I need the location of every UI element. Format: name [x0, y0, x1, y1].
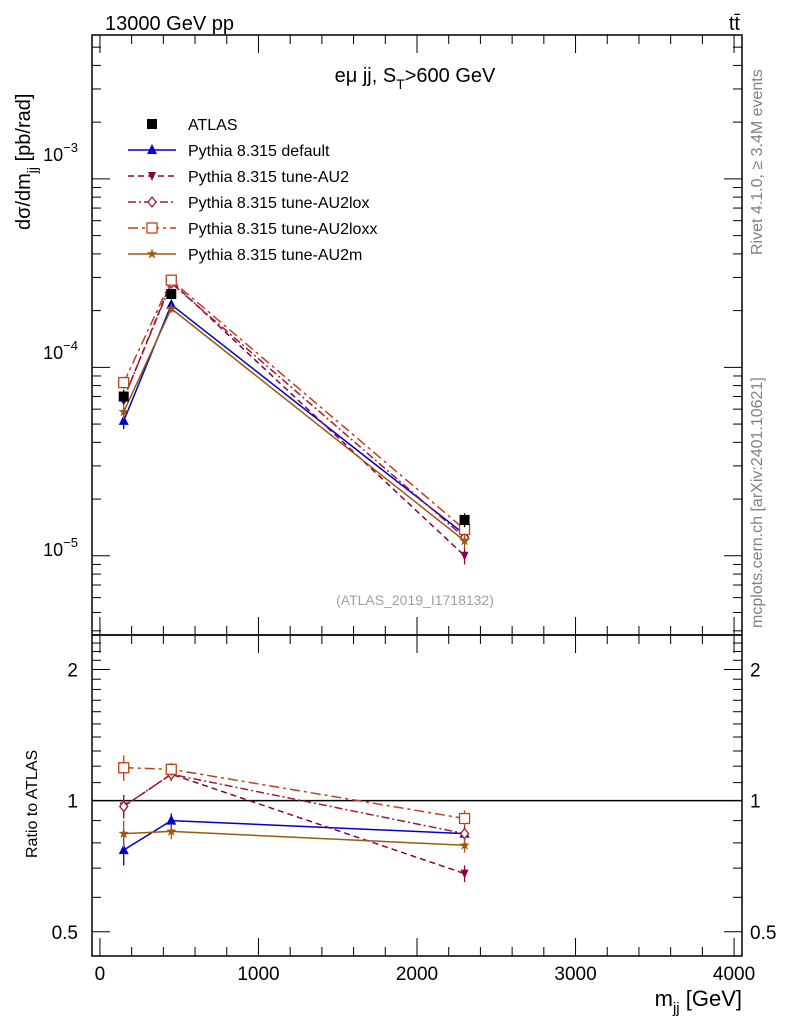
legend-marker-atlas — [147, 119, 157, 129]
legend-marker-au2m — [146, 248, 158, 259]
legend-label-au2: Pythia 8.315 tune-AU2 — [188, 169, 349, 186]
y-tick-label-1e-3: 10−3 — [43, 140, 78, 165]
y-tick-label-1e-5: 10−5 — [43, 535, 78, 560]
main-point-default — [118, 414, 129, 425]
ratio-point-default — [118, 844, 129, 855]
legend-marker-au2lox — [147, 195, 157, 209]
mcplots-reference: mcplots.cern.ch [arXiv:2401.10621] — [749, 377, 766, 628]
main-series-default — [118, 298, 470, 543]
legend-item-default: Pythia 8.315 default — [128, 143, 330, 160]
ratio-point-au2lox — [118, 800, 129, 813]
main-point-au2loxx — [165, 274, 177, 286]
legend-item-au2m: Pythia 8.315 tune-AU2m — [128, 247, 362, 264]
main-point-au2loxx — [118, 376, 130, 389]
ratio-y-tick-label-right-0.5: 0.5 — [750, 923, 776, 944]
main-point-au2m — [118, 406, 129, 417]
y-axis-label: dσ/dmjj [pb/rad] — [13, 94, 40, 230]
ratio-line-au2m — [123, 830, 465, 847]
main-y-tick-labels: 10−5 10−4 10−3 — [43, 140, 78, 560]
legend-label-au2loxx: Pythia 8.315 tune-AU2loxx — [188, 221, 377, 238]
main-point-au2m — [459, 535, 470, 546]
x-tick-label-2000: 2000 — [396, 964, 438, 985]
main-line-au2 — [123, 280, 466, 557]
ratio-point-au2m — [118, 828, 129, 839]
ratio-series-default — [118, 813, 470, 866]
legend-label-atlas: ATLAS — [188, 117, 238, 134]
ratio-y-tick-label-0.5: 0.5 — [52, 923, 78, 944]
ratio-panel-frame — [91, 634, 743, 957]
main-series-au2m — [118, 303, 470, 549]
main-point-atlas — [118, 391, 129, 402]
main-series — [118, 274, 471, 565]
ratio-series — [118, 755, 471, 883]
legend-label-au2lox: Pythia 8.315 tune-AU2lox — [188, 195, 369, 212]
ratio-point-au2m — [459, 839, 470, 850]
ratio-point-default — [166, 814, 177, 825]
main-point-atlas — [166, 288, 177, 299]
ratio-point-au2loxx — [458, 812, 471, 825]
legend-item-au2lox: Pythia 8.315 tune-AU2lox — [128, 195, 369, 212]
main-line-au2lox — [123, 281, 466, 539]
legend: ATLAS Pythia 8.315 default Pythia 8.315 tu… — [128, 117, 377, 264]
x-tick-label-3000: 3000 — [554, 964, 596, 985]
main-series-au2 — [119, 277, 469, 565]
header-left: 13000 GeV pp — [105, 13, 234, 35]
x-tick-label-0: 0 — [95, 964, 106, 985]
ratio-point-au2 — [460, 869, 469, 879]
main-series-au2lox — [118, 277, 470, 546]
ratio-line-au2lox — [123, 773, 465, 835]
legend-marker-au2loxx — [146, 222, 158, 234]
main-ticks — [92, 35, 742, 635]
ratio-y-tick-label-2: 2 — [67, 660, 78, 681]
legend-item-au2: Pythia 8.315 tune-AU2 — [128, 169, 349, 186]
ratio-y-tick-label-right-1: 1 — [750, 792, 761, 813]
legend-item-atlas: ATLAS — [147, 117, 238, 134]
header-right: tt̄ — [729, 13, 741, 35]
ratio-series-au2loxx — [118, 755, 471, 828]
rivet-version: Rivet 4.1.0, ≥ 3.4M events — [749, 69, 766, 255]
main-point-atlas — [459, 514, 470, 525]
main-line-au2loxx — [123, 278, 466, 530]
ratio-y-tick-label-1: 1 — [67, 792, 78, 813]
main-point-au2m — [166, 303, 177, 313]
x-tick-label-1000: 1000 — [237, 964, 279, 985]
x-axis-label: mjj [GeV] — [655, 986, 742, 1017]
main-line-au2m — [123, 307, 466, 542]
ratio-point-au2loxx — [118, 762, 130, 774]
ratio-y-axis-label: Ratio to ATLAS — [24, 750, 41, 858]
plot-title: eμ jj, ST>600 GeV — [335, 65, 496, 92]
legend-marker-default — [147, 144, 157, 154]
ratio-series-au2m — [118, 820, 470, 853]
y-tick-label-1e-4: 10−4 — [43, 338, 78, 363]
main-series-atlas — [118, 288, 470, 528]
ratio-point-au2m — [166, 825, 177, 836]
ratio-line-default — [123, 819, 465, 851]
ratio-ticks: 0 1000 2000 3000 4000 0.5 0.5 1 1 2 2 — [52, 635, 776, 985]
x-tick-label-4000: 4000 — [713, 964, 755, 985]
legend-item-au2loxx: Pythia 8.315 tune-AU2loxx — [128, 221, 377, 238]
ratio-series-au2 — [119, 767, 469, 883]
legend-label-au2m: Pythia 8.315 tune-AU2m — [188, 247, 362, 264]
legend-label-default: Pythia 8.315 default — [188, 143, 330, 160]
main-point-au2 — [460, 551, 469, 561]
legend-marker-au2 — [148, 172, 156, 181]
ratio-point-au2loxx — [165, 763, 177, 775]
analysis-watermark: (ATLAS_2019_I1718132) — [336, 592, 494, 608]
ratio-y-tick-label-right-2: 2 — [750, 660, 761, 681]
